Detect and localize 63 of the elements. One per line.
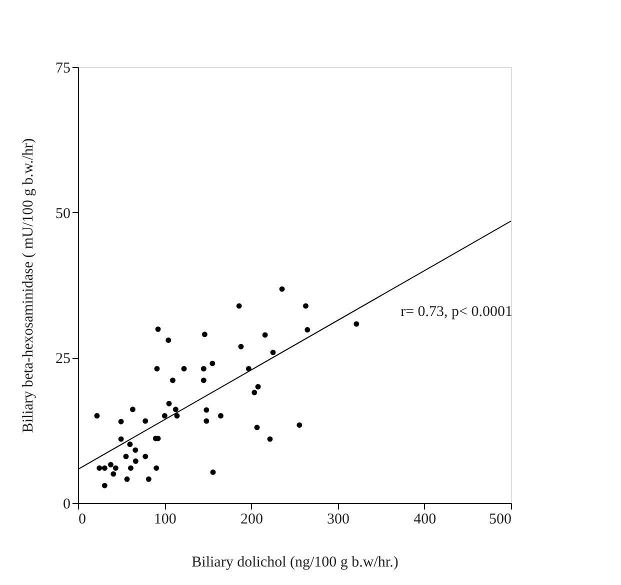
point [142, 454, 148, 460]
point [96, 465, 102, 471]
x-tick-label: 0 [78, 512, 86, 528]
point [303, 303, 308, 309]
x-tick-label: 100 [154, 512, 176, 528]
y-tick-label: 0 [63, 496, 70, 512]
point [202, 332, 208, 338]
point [210, 469, 216, 475]
x-tick-label: 200 [240, 512, 263, 528]
point [262, 332, 268, 338]
point [296, 422, 302, 428]
x-tick-label: 500 [489, 512, 512, 528]
point [124, 476, 130, 482]
point [102, 482, 108, 488]
point [132, 458, 138, 464]
point [200, 378, 206, 384]
y-axis-title: Biliary beta-hexosaminidase ( mU/100 g b.w./hr) [20, 138, 36, 433]
point [102, 465, 108, 471]
point [166, 337, 172, 343]
point [172, 406, 178, 412]
point [252, 390, 258, 396]
point [127, 442, 133, 448]
point [236, 303, 242, 309]
point [118, 418, 124, 424]
point [146, 476, 152, 482]
point [270, 350, 276, 356]
point [267, 436, 273, 442]
point [118, 436, 124, 442]
point [108, 462, 114, 468]
point [128, 465, 134, 471]
point [279, 286, 285, 292]
x-tick-label: 400 [414, 512, 436, 528]
point [112, 465, 118, 471]
point [354, 321, 360, 327]
point [154, 366, 160, 372]
point [204, 407, 210, 413]
point [94, 413, 100, 419]
annotation: r= 0.73, p< 0.0001 [400, 304, 513, 320]
point [142, 418, 148, 424]
y-tick-label: 75 [56, 60, 70, 76]
x-axis-title: Biliary dolichol (ng/100 g b.w/hr.) [192, 554, 398, 570]
point [255, 384, 261, 390]
point [155, 326, 161, 332]
x-tick-label: 300 [327, 512, 350, 528]
point [162, 413, 168, 419]
point [181, 366, 187, 372]
point [170, 378, 176, 384]
point [154, 465, 160, 471]
point [204, 418, 210, 424]
point [110, 471, 116, 477]
point [210, 360, 216, 366]
point [123, 454, 129, 460]
point [218, 413, 224, 419]
point [304, 327, 310, 332]
y-tick-label: 25 [56, 351, 70, 368]
point [238, 344, 244, 350]
y-tick-label: 50 [56, 206, 70, 222]
point [200, 366, 206, 372]
point [174, 413, 180, 419]
point [130, 406, 136, 412]
point [132, 447, 138, 453]
point [254, 424, 260, 430]
point [166, 400, 172, 406]
